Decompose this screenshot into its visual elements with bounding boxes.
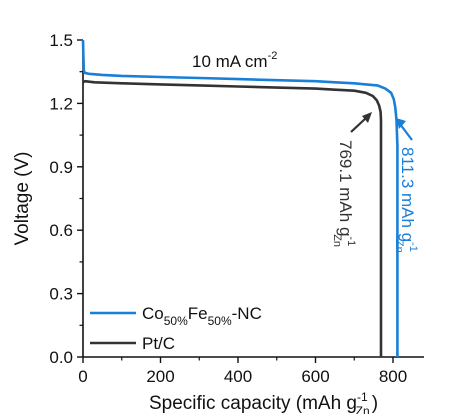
- pt-c-arrow-shaft: [350, 117, 367, 133]
- y-tick-label: 1.5: [49, 31, 73, 50]
- co-fe-nc-capacity-label: 811.3 mAh g-1Zn: [393, 147, 419, 253]
- pt-c-capacity-label: 769.1 mAh g-1Zn: [331, 140, 357, 247]
- y-tick-label: 0.9: [49, 158, 73, 177]
- y-tick-label: 1.2: [49, 94, 73, 113]
- x-tick-label: 0: [78, 367, 87, 386]
- x-tick-label: 800: [379, 367, 407, 386]
- pt-c-arrowhead: [362, 112, 372, 123]
- series-line-co-fe-nc: [81, 39, 399, 357]
- y-tick-label: 0.6: [49, 221, 73, 240]
- x-tick-label: 400: [224, 367, 252, 386]
- x-tick-label: 200: [146, 367, 174, 386]
- y-tick-label: 0.0: [49, 348, 73, 367]
- series-line-pt-c: [82, 79, 383, 357]
- legend-label-co-fe-nc: Co50%Fe50%-NC: [142, 304, 262, 328]
- y-tick-label: 0.3: [49, 285, 73, 304]
- co-fe-nc-arrowhead: [396, 118, 406, 129]
- co-fe-nc-arrow-shaft: [399, 123, 413, 141]
- legend-label-pt-c: Pt/C: [142, 334, 175, 353]
- x-tick-label: 600: [301, 367, 329, 386]
- y-axis-title: Voltage (V): [12, 152, 33, 246]
- current-density-label: 10 mA cm-2: [192, 50, 277, 71]
- x-axis-title: Specific capacity (mAh g-1 Zn): [149, 390, 378, 414]
